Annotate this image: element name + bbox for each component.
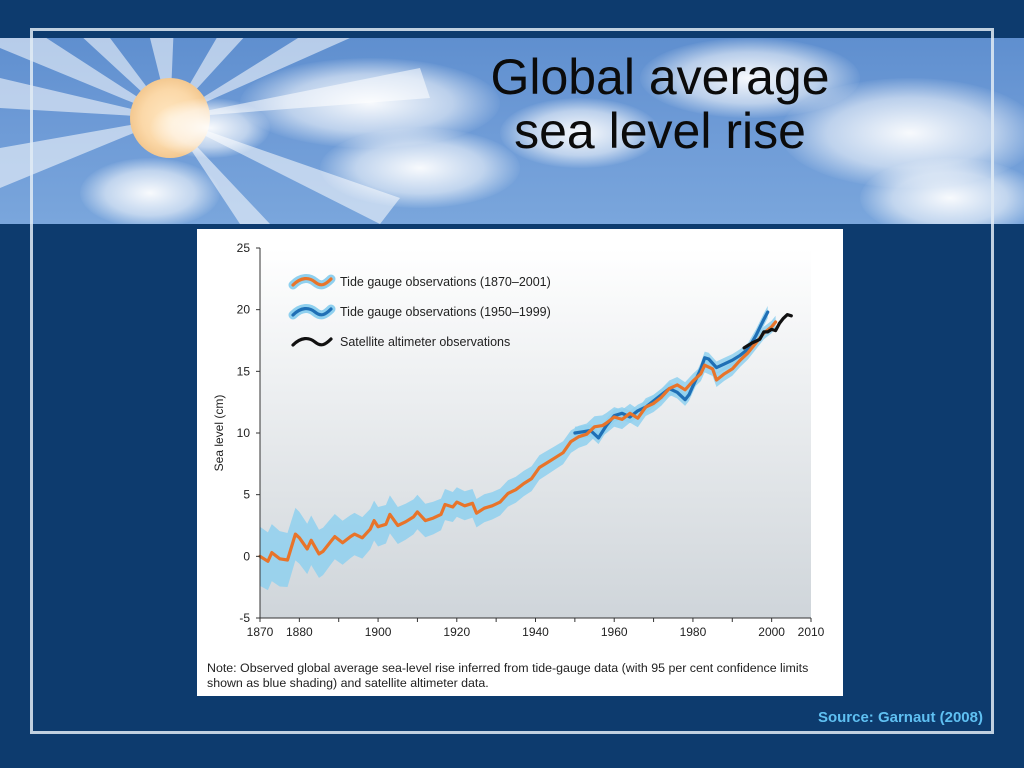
source-citation: Source: Garnaut (2008) bbox=[817, 709, 983, 726]
legend-swatch bbox=[291, 337, 333, 347]
y-tick-label: 5 bbox=[243, 488, 250, 502]
y-tick-label: 20 bbox=[237, 303, 251, 317]
legend-label: Tide gauge observations (1870–2001) bbox=[340, 275, 551, 289]
x-tick-label: 1880 bbox=[286, 625, 313, 639]
x-tick-label: 1980 bbox=[680, 625, 707, 639]
legend-label: Tide gauge observations (1950–1999) bbox=[340, 305, 551, 319]
legend-label: Satellite altimeter observations bbox=[340, 335, 510, 349]
series-line-1 bbox=[258, 320, 778, 563]
sea-level-chart: -5 0 5 10 15 20 25 1870 1880 1900 1920 1940 1960 1980… bbox=[212, 241, 825, 639]
x-tick-label: 1870 bbox=[247, 625, 274, 639]
y-tick-label: 10 bbox=[237, 426, 251, 440]
slide-title: Global average sea level rise bbox=[410, 50, 910, 158]
y-tick-label: 0 bbox=[243, 549, 250, 563]
title-line-2: sea level rise bbox=[514, 103, 806, 159]
legend-swatch bbox=[291, 277, 333, 287]
x-tick-label: 1940 bbox=[522, 625, 549, 639]
confidence-band-2 bbox=[574, 306, 768, 445]
chart-panel: -5 0 5 10 15 20 25 1870 1880 1900 1920 1940 1960 1980… bbox=[197, 229, 843, 696]
title-line-1: Global average bbox=[490, 49, 830, 105]
x-tick-label: 2010 bbox=[798, 625, 825, 639]
x-tick-label: 1960 bbox=[601, 625, 628, 639]
y-tick-label: 15 bbox=[237, 364, 251, 378]
y-tick-label: -5 bbox=[239, 611, 250, 625]
chart-note: Note: Observed global average sea-level … bbox=[207, 661, 809, 690]
y-axis-label: Sea level (cm) bbox=[212, 395, 226, 472]
x-tick-label: 2000 bbox=[758, 625, 785, 639]
series-line-3 bbox=[742, 313, 793, 350]
x-tick-label: 1920 bbox=[443, 625, 470, 639]
y-tick-label: 25 bbox=[237, 241, 251, 255]
confidence-band-1 bbox=[260, 315, 776, 591]
x-tick-label: 1900 bbox=[365, 625, 392, 639]
legend-swatch bbox=[291, 307, 333, 317]
sky-banner bbox=[0, 38, 1024, 224]
